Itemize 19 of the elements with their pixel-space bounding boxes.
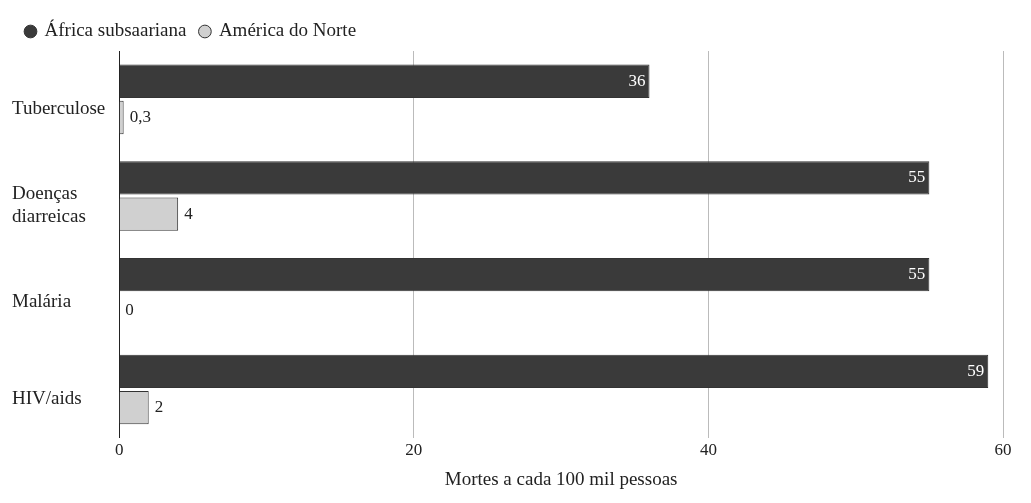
legend-label: América do Norte [218,19,357,41]
data-label: 55 [908,264,926,284]
x-tick-label: 20 [405,440,423,460]
data-label: 0,3 [129,106,151,126]
data-label: 59 [967,360,985,380]
x-tick-label: 0 [114,440,124,460]
legend-label: África subsaariana [44,19,187,41]
x-axis-title: Mortes a cada 100 mil pessoas [444,467,678,489]
data-label: 2 [154,397,164,417]
y-tick-label: Tuberculose [12,96,106,118]
data-label: 0 [125,300,134,320]
y-tick-label: HIV/aids [12,386,82,408]
data-label: 36 [628,70,646,90]
x-tick-label: 40 [699,440,717,460]
y-tick-label: Malária [12,290,72,312]
data-label: 4 [184,203,194,223]
data-label: 55 [908,167,926,187]
y-tick-label: Doenças diarreicas [12,182,86,226]
x-tick-label: 60 [994,440,1012,460]
